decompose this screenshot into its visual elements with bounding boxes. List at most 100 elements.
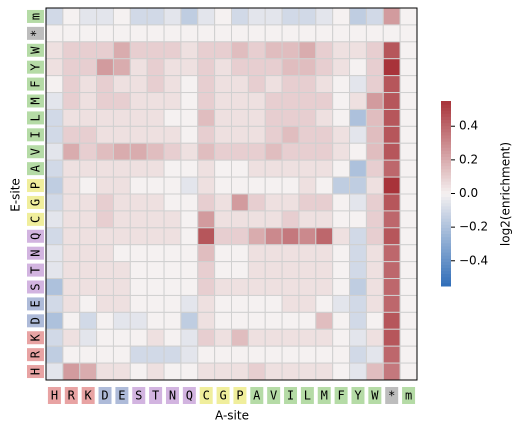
heatmap-cell bbox=[197, 142, 216, 161]
heatmap-cell bbox=[349, 345, 367, 364]
heatmap-cell bbox=[62, 210, 81, 229]
heatmap-cell bbox=[315, 345, 334, 364]
heatmap-cell bbox=[332, 92, 351, 110]
y-tick-label: N bbox=[29, 250, 43, 257]
heatmap-cell bbox=[129, 58, 148, 77]
heatmap-cell bbox=[315, 244, 334, 263]
heatmap-cell bbox=[399, 294, 418, 313]
heatmap-cell bbox=[365, 328, 384, 347]
colorbar-segment bbox=[441, 236, 451, 241]
colorbar-segment bbox=[441, 168, 451, 173]
heatmap-cell bbox=[264, 159, 283, 178]
heatmap-cell bbox=[247, 362, 266, 381]
heatmap-cell bbox=[315, 261, 334, 280]
heatmap-cell bbox=[247, 7, 266, 26]
heatmap-cell bbox=[399, 210, 418, 229]
colorbar-segment bbox=[441, 141, 451, 145]
x-tick-label: H bbox=[51, 389, 58, 403]
heatmap-cell bbox=[197, 345, 216, 364]
heatmap-cell bbox=[129, 193, 148, 212]
heatmap-cell bbox=[399, 92, 418, 110]
heatmap-cell bbox=[382, 345, 401, 364]
heatmap-cell bbox=[96, 244, 114, 263]
heatmap-cell bbox=[214, 311, 233, 330]
heatmap-cell bbox=[62, 328, 81, 347]
heatmap-cell bbox=[365, 142, 384, 161]
heatmap-cell bbox=[79, 92, 98, 110]
x-tick-label: R bbox=[68, 389, 76, 403]
heatmap-cell bbox=[349, 244, 367, 263]
heatmap-cell bbox=[231, 278, 249, 296]
heatmap-cell bbox=[197, 227, 216, 246]
heatmap-cell bbox=[231, 41, 249, 60]
heatmap-cell bbox=[332, 362, 351, 381]
y-label-box bbox=[27, 77, 44, 91]
heatmap-cell bbox=[264, 362, 283, 381]
heatmap-cell bbox=[79, 345, 98, 364]
heatmap-cell bbox=[399, 58, 418, 77]
heatmap-cell bbox=[163, 24, 182, 43]
x-label-box bbox=[199, 387, 213, 404]
y-tick-label: E bbox=[29, 300, 43, 307]
heatmap-cell bbox=[62, 261, 81, 280]
y-label-box bbox=[27, 111, 44, 125]
colorbar-segment bbox=[441, 147, 451, 151]
heatmap-cell bbox=[197, 24, 216, 43]
heatmap-cell bbox=[146, 7, 165, 26]
heatmap-cell bbox=[247, 108, 266, 127]
heatmap-cell bbox=[45, 92, 64, 110]
y-label-box bbox=[27, 229, 44, 243]
heatmap-cell bbox=[382, 75, 401, 94]
heatmap-cell bbox=[96, 41, 114, 60]
heatmap-cell bbox=[382, 142, 401, 161]
heatmap-cell bbox=[349, 261, 367, 280]
heatmap-cell bbox=[163, 210, 182, 229]
heatmap-cell bbox=[79, 227, 98, 246]
heatmap-cell bbox=[399, 278, 418, 296]
heatmap-cell bbox=[349, 159, 367, 178]
colorbar-segment bbox=[441, 233, 451, 238]
x-label-box bbox=[149, 387, 163, 404]
heatmap-cell bbox=[163, 142, 182, 161]
heatmap-cell bbox=[129, 227, 148, 246]
heatmap-cell bbox=[298, 362, 317, 381]
y-label-box bbox=[27, 212, 44, 226]
x-label-box bbox=[182, 387, 196, 404]
heatmap-cell bbox=[298, 41, 317, 60]
colorbar-segment bbox=[441, 282, 451, 287]
heatmap-cell bbox=[62, 176, 81, 195]
heatmap-cell bbox=[163, 278, 182, 296]
heatmap-cell bbox=[96, 227, 114, 246]
x-label-box bbox=[385, 387, 399, 404]
heatmap-cell bbox=[96, 345, 114, 364]
heatmap-cell bbox=[315, 294, 334, 313]
heatmap-cell bbox=[214, 24, 233, 43]
y-label-box bbox=[27, 179, 44, 193]
heatmap-cell bbox=[112, 328, 131, 347]
y-tick-label: S bbox=[29, 283, 43, 290]
heatmap-cell bbox=[197, 278, 216, 296]
heatmap-cell bbox=[382, 210, 401, 229]
heatmap-cell bbox=[180, 92, 199, 110]
x-label-box bbox=[334, 387, 348, 404]
heatmap-cell bbox=[214, 92, 233, 110]
heatmap-cell bbox=[62, 294, 81, 313]
heatmap-cell bbox=[264, 125, 283, 144]
colorbar-segment bbox=[441, 252, 451, 256]
y-tick-label: Q bbox=[29, 233, 43, 240]
heatmap-cell bbox=[129, 311, 148, 330]
heatmap-cell bbox=[163, 362, 182, 381]
heatmap-cell bbox=[349, 7, 367, 26]
heatmap-cell bbox=[96, 24, 114, 43]
heatmap-cell bbox=[281, 328, 300, 347]
heatmap-cell bbox=[146, 125, 165, 144]
heatmap-cell bbox=[62, 41, 81, 60]
heatmap-cell bbox=[382, 244, 401, 263]
heatmap-cell bbox=[382, 58, 401, 77]
heatmap-cell bbox=[79, 176, 98, 195]
heatmap-cell bbox=[163, 311, 182, 330]
heatmap-cell bbox=[129, 244, 148, 263]
colorbar-segment bbox=[441, 156, 451, 161]
heatmap-cell bbox=[247, 142, 266, 161]
heatmap-cell bbox=[365, 294, 384, 313]
